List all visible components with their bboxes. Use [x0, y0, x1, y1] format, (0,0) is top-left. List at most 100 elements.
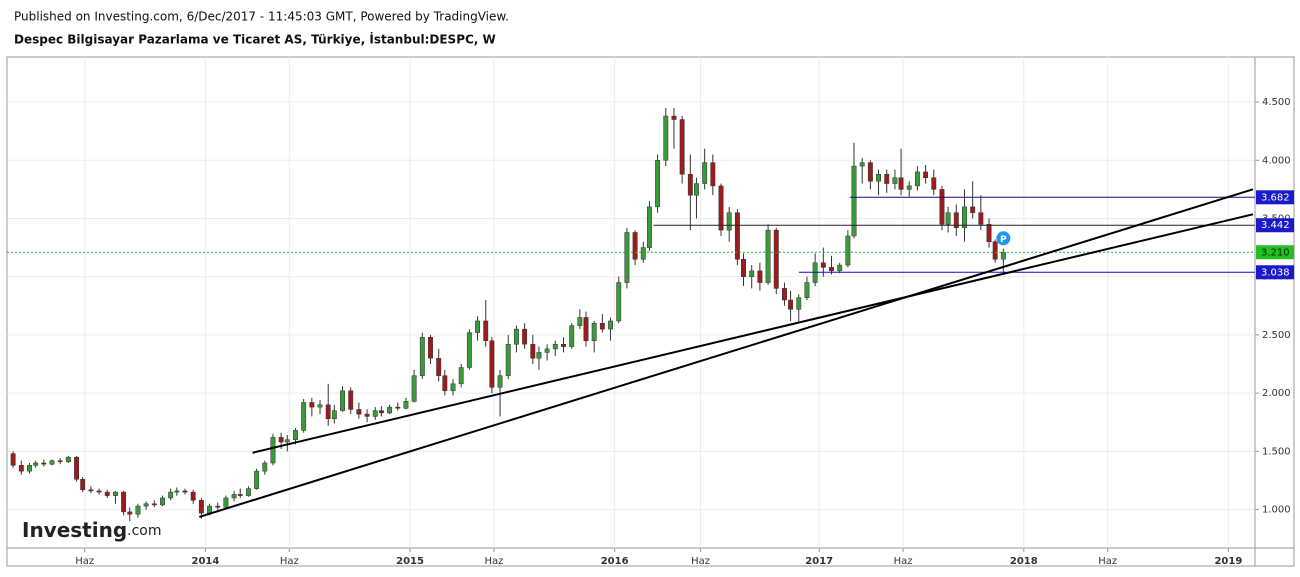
price-level-label: 3.038	[1261, 267, 1290, 278]
candle-body	[837, 264, 843, 272]
logo-suffix: .com	[127, 523, 161, 539]
candle-body	[859, 162, 865, 167]
x-tick-label: 2018	[1010, 556, 1038, 567]
candle-body	[96, 490, 102, 493]
candle-body	[599, 323, 605, 330]
candle-body	[953, 212, 959, 229]
y-tick-label: 1.000	[1262, 505, 1291, 516]
candle-body	[10, 453, 16, 466]
candle-body	[278, 437, 284, 443]
y-tick-label: 4.500	[1262, 97, 1291, 108]
candle-body	[466, 332, 472, 368]
price-level-box	[1256, 190, 1294, 205]
x-tick-label: 2014	[192, 556, 220, 567]
candle-body	[591, 323, 597, 341]
candle-body	[245, 488, 251, 496]
candle-body	[616, 282, 622, 322]
candle-body	[781, 288, 787, 301]
candle-body	[726, 212, 732, 231]
candle-body	[475, 320, 481, 333]
candle-body	[262, 462, 268, 472]
candle-body	[536, 352, 542, 359]
candle-body	[892, 177, 898, 184]
candle-body	[640, 247, 646, 260]
candle-body	[734, 212, 740, 260]
x-tick-label: Haz	[280, 556, 299, 567]
y-tick-label: 4.000	[1262, 155, 1291, 166]
candle-body	[284, 439, 290, 443]
grid	[7, 57, 1255, 548]
candle-body	[945, 212, 951, 225]
candle-body	[317, 404, 323, 408]
candle-body	[939, 189, 945, 225]
candle-body	[749, 270, 755, 277]
candle-body	[561, 343, 566, 347]
published-note: Published on Investing.com, 6/Dec/2017 -…	[14, 10, 509, 24]
candle-body	[906, 185, 912, 190]
candle-body	[198, 500, 204, 514]
trendline	[252, 213, 1254, 454]
candle-body	[923, 171, 929, 178]
candle-body	[74, 456, 80, 480]
price-level-box	[1256, 218, 1294, 233]
candle-body	[687, 173, 693, 196]
candle-body	[348, 390, 354, 410]
candle-body	[522, 328, 528, 345]
candle-body	[679, 119, 685, 175]
marker	[996, 231, 1011, 246]
price-level-label: 3.210	[1261, 247, 1290, 258]
axes: 1.0001.5002.0002.5003.0003.5004.0004.500…	[75, 97, 1294, 567]
candle-body	[270, 437, 276, 464]
candle-body	[986, 224, 992, 243]
candle-body	[127, 511, 133, 515]
candle-body	[49, 460, 55, 465]
candle-body	[624, 232, 630, 283]
x-tick-label: Haz	[691, 556, 710, 567]
candle-body	[483, 320, 489, 341]
candle-body	[403, 401, 409, 409]
candle-body	[741, 258, 746, 277]
plot: P	[7, 107, 1255, 522]
candle-body	[710, 162, 716, 187]
candle-body	[168, 491, 174, 499]
candle-body	[207, 505, 212, 514]
candle-body	[530, 343, 536, 359]
candle-body	[301, 402, 307, 431]
candle-body	[773, 229, 779, 289]
candle-body	[442, 375, 448, 392]
candle-body	[340, 390, 345, 411]
candle-body	[372, 410, 378, 417]
candle-body	[80, 479, 86, 491]
candle-body	[450, 383, 456, 392]
candle-body	[174, 490, 180, 493]
candle-body	[325, 404, 331, 420]
candle-body	[190, 491, 196, 501]
logo-name: Investing	[22, 518, 127, 542]
x-tick-label: Haz	[894, 556, 913, 567]
candle-body	[829, 267, 834, 272]
chart-frame	[6, 56, 1295, 567]
candle-body	[694, 183, 699, 196]
price-level-box	[1256, 245, 1294, 260]
price-level-label: 3.442	[1261, 220, 1290, 231]
x-tick-label: Haz	[75, 556, 94, 567]
x-tick-label: Haz	[1098, 556, 1117, 567]
candle-body	[428, 337, 433, 359]
y-tick-label: 1.500	[1262, 446, 1291, 457]
candle-body	[608, 320, 613, 330]
candle-body	[845, 235, 851, 266]
candle-body	[1000, 252, 1006, 260]
candle-body	[497, 375, 503, 388]
candle-body	[962, 206, 967, 229]
candle-body	[231, 494, 237, 499]
candle-body	[914, 171, 920, 187]
candle-body	[804, 282, 810, 298]
symbol-title: Despec Bilgisayar Pazarlama ve Ticaret A…	[14, 32, 496, 47]
candle-body	[151, 503, 157, 506]
candle-body	[569, 325, 575, 347]
candle-body	[655, 160, 661, 208]
x-tick-label: 2017	[805, 556, 833, 567]
candle-body	[27, 465, 32, 472]
candle-body	[646, 206, 652, 248]
candle-body	[182, 490, 188, 493]
